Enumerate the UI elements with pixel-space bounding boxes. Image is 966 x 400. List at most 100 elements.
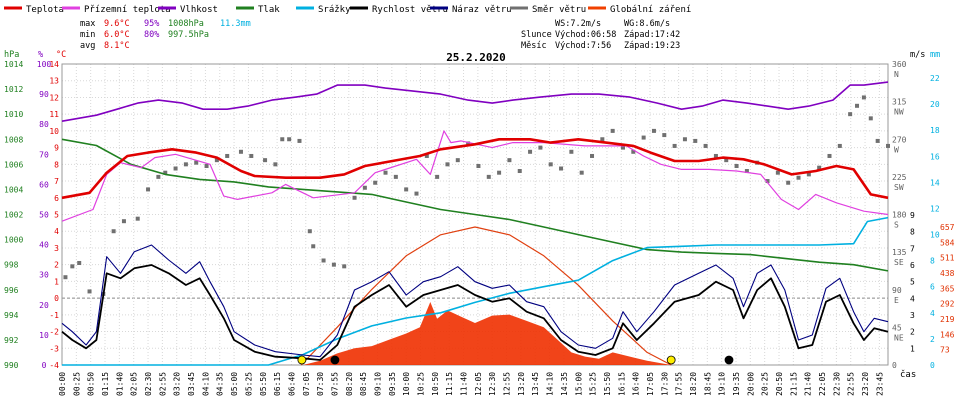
x-tick-label: 17:05 bbox=[646, 372, 655, 396]
stats-panel: max 9.6°C 95% 1008hPa 11.3mm min 6.0°C 80% 997.5… bbox=[80, 19, 680, 51]
pct-tick-label: 30 bbox=[39, 271, 49, 280]
temp-tick-label: 8 bbox=[54, 160, 59, 169]
stat-label: min bbox=[80, 30, 95, 40]
wind-dir-point bbox=[414, 191, 419, 196]
hpa-tick-label: 990 bbox=[4, 361, 19, 370]
wind-dir-point bbox=[548, 162, 553, 167]
x-tick-label: 06:15 bbox=[273, 372, 282, 396]
x-tick-label: 17:30 bbox=[660, 372, 669, 396]
hpa-tick-label: 1006 bbox=[4, 160, 23, 169]
x-tick-label: 17:55 bbox=[675, 372, 684, 396]
x-tick-label: 07:55 bbox=[330, 372, 339, 396]
legend-label: Směr větru bbox=[532, 5, 586, 15]
wind-dir-point bbox=[786, 180, 791, 185]
stat-max-press: 1008hPa bbox=[168, 19, 204, 29]
dir-tick-label: 0 bbox=[892, 361, 897, 370]
x-tick-label: 05:50 bbox=[259, 372, 268, 396]
wind-dir-point bbox=[87, 289, 92, 294]
wm2-tick-label: 511 bbox=[940, 254, 955, 263]
legend-label: Tlak bbox=[258, 5, 280, 15]
hpa-tick-label: 994 bbox=[4, 311, 19, 320]
x-tick-label: 00:00 bbox=[58, 372, 67, 396]
moon-label: Měsíc bbox=[521, 41, 547, 51]
wind-dir-point bbox=[569, 149, 574, 154]
x-tick-label: 22:55 bbox=[847, 372, 856, 396]
mm-tick-label: 6 bbox=[930, 283, 935, 292]
temp-tick-label: 3 bbox=[54, 244, 59, 253]
x-tick-label: 11:15 bbox=[445, 372, 454, 396]
dir-name-label: NW bbox=[894, 108, 904, 117]
wind-dir-point bbox=[121, 219, 126, 224]
humidity-line bbox=[61, 81, 889, 122]
wind-dir-point bbox=[600, 137, 605, 142]
wind-dir-point bbox=[331, 262, 336, 267]
x-tick-label: 22:30 bbox=[832, 372, 841, 396]
wind-dir-point bbox=[135, 216, 140, 221]
wind-dir-point bbox=[70, 264, 75, 269]
x-tick-label: 08:45 bbox=[359, 372, 368, 396]
wind-dir-point bbox=[393, 174, 398, 179]
x-axis-label: čas bbox=[900, 369, 916, 380]
wind-dir-point bbox=[342, 264, 347, 269]
stat-min-temp: 6.0°C bbox=[104, 30, 130, 40]
legend-label: Přízemní teplota bbox=[84, 5, 171, 15]
wind-dir-point bbox=[435, 174, 440, 179]
hpa-tick-label: 1010 bbox=[4, 110, 23, 119]
sunrise-marker bbox=[297, 355, 307, 365]
stat-min-hum: 80% bbox=[144, 30, 159, 40]
temp-tick-label: 2 bbox=[54, 261, 59, 270]
x-tick-label: 14:35 bbox=[560, 372, 569, 396]
wind-dir-point bbox=[362, 185, 367, 190]
stat-label: max bbox=[80, 19, 95, 29]
dir-name-label: S bbox=[894, 221, 899, 230]
mm-tick-label: 10 bbox=[930, 231, 940, 240]
dir-name-label: E bbox=[894, 296, 899, 305]
dir-tick-label: 180 bbox=[892, 211, 907, 220]
moon-set: Západ:19:23 bbox=[624, 41, 680, 51]
pressure-line bbox=[61, 138, 889, 272]
wind-dir-point bbox=[445, 162, 450, 167]
x-tick-label: 22:05 bbox=[818, 372, 827, 396]
legend-label: Globální záření bbox=[610, 5, 691, 15]
x-tick-label: 02:05 bbox=[130, 372, 139, 396]
wind-dir-point bbox=[765, 179, 770, 184]
ms-tick-label: 2 bbox=[910, 328, 915, 337]
x-tick-label: 09:35 bbox=[388, 372, 397, 396]
wind-dir-point bbox=[173, 166, 178, 171]
temp-tick-label: 6 bbox=[54, 194, 59, 203]
wind-dir-point bbox=[311, 244, 316, 249]
hpa-tick-label: 996 bbox=[4, 286, 19, 295]
dir-tick-label: 90 bbox=[892, 286, 902, 295]
mm-tick-label: 22 bbox=[930, 74, 940, 83]
hpa-tick-label: 998 bbox=[4, 261, 19, 270]
temp-tick-label: 1 bbox=[54, 277, 59, 286]
wind-dir-point bbox=[827, 153, 832, 158]
temp-tick-label: -3 bbox=[49, 344, 59, 353]
wind-dir-point bbox=[817, 165, 822, 170]
wind-dir-point bbox=[280, 137, 285, 142]
stat-avg-temp: 8.1°C bbox=[104, 41, 130, 51]
temp-tick-label: -2 bbox=[49, 328, 59, 337]
wind-dir-point bbox=[703, 143, 708, 148]
ms-tick-label: 6 bbox=[910, 261, 915, 270]
dir-tick-label: 270 bbox=[892, 135, 907, 144]
x-tick-label: 07:30 bbox=[316, 372, 325, 396]
wind-dir-point bbox=[538, 145, 543, 150]
wind-dir-point bbox=[806, 172, 811, 177]
wind-dir-point bbox=[77, 260, 82, 265]
wind-dir-point bbox=[713, 153, 718, 158]
pct-tick-label: 60 bbox=[39, 180, 49, 189]
wind-dir-point bbox=[641, 135, 646, 140]
x-tick-label: 19:35 bbox=[732, 372, 741, 396]
dir-tick-label: 360 bbox=[892, 60, 907, 69]
ms-tick-label: 5 bbox=[910, 278, 915, 287]
x-tick-label: 13:20 bbox=[517, 372, 526, 396]
temp-unit: °C bbox=[56, 50, 66, 60]
mm-tick-label: 16 bbox=[930, 152, 940, 161]
wm2-tick-label: 438 bbox=[940, 269, 955, 278]
wind-dir-point bbox=[373, 180, 378, 185]
x-tick-label: 03:45 bbox=[187, 372, 196, 396]
x-tick-label: 13:45 bbox=[531, 372, 540, 396]
stat-max-hum: 95% bbox=[144, 19, 159, 29]
ms-tick-label: 3 bbox=[910, 311, 915, 320]
